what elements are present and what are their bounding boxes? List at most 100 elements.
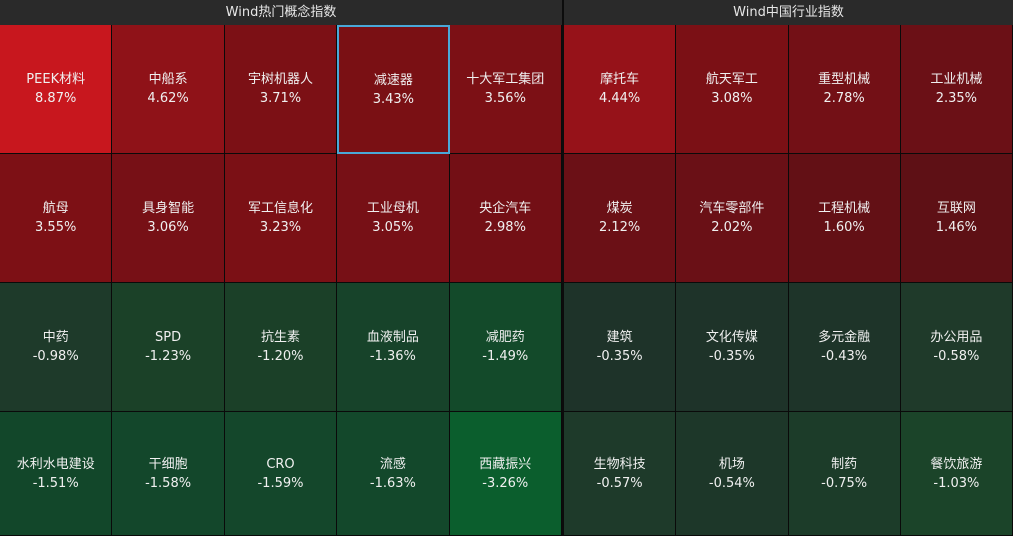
heatmap-tile[interactable]: 工业母机 3.05% bbox=[337, 154, 450, 283]
tile-change: 3.43% bbox=[372, 91, 415, 107]
heatmap-tile[interactable]: 血液制品 -1.36% bbox=[337, 283, 450, 412]
tile-name: 航天军工 bbox=[705, 72, 758, 87]
tile-change: 2.12% bbox=[598, 220, 641, 235]
tile-change: 3.05% bbox=[372, 220, 414, 235]
tile-name: 减速器 bbox=[373, 72, 413, 88]
tile-name: 流感 bbox=[379, 456, 406, 472]
tile-name: 血液制品 bbox=[366, 330, 419, 345]
heatmap-tile[interactable]: 宇树机器人 3.71% bbox=[224, 25, 338, 154]
heatmap-tile[interactable]: 机场 -0.54% bbox=[676, 412, 789, 536]
tile-name: SPD bbox=[155, 330, 182, 345]
tile-change: -0.35% bbox=[596, 349, 643, 364]
tile-name: 餐饮旅游 bbox=[930, 456, 983, 472]
heatmap-tile[interactable]: 央企汽车 2.98% bbox=[449, 154, 562, 283]
tile-change: 3.08% bbox=[711, 91, 753, 106]
tile-name: 汽车零部件 bbox=[699, 201, 765, 216]
heatmap-tile[interactable]: 文化传媒 -0.35% bbox=[676, 283, 789, 412]
tile-change: -0.35% bbox=[708, 349, 755, 364]
heatmap-tile[interactable]: 重型机械 2.78% bbox=[788, 25, 901, 154]
tile-change: -0.58% bbox=[933, 349, 980, 364]
heatmap-tile[interactable]: CRO -1.59% bbox=[224, 412, 338, 536]
tile-name: 摩托车 bbox=[600, 72, 640, 87]
tile-change: -0.98% bbox=[32, 349, 79, 364]
tile-change: -0.57% bbox=[596, 475, 643, 491]
heatmap-tile[interactable]: 多元金融 -0.43% bbox=[788, 283, 901, 412]
heatmap-tile[interactable]: 十大军工集团 3.56% bbox=[449, 25, 562, 154]
tile-change: 3.06% bbox=[147, 220, 189, 235]
tile-name: 航母 bbox=[42, 201, 69, 216]
tile-change: 2.35% bbox=[935, 91, 978, 106]
tile-name: 减肥药 bbox=[485, 330, 525, 345]
tile-name: 多元金融 bbox=[818, 330, 871, 345]
tile-change: 4.62% bbox=[147, 91, 189, 106]
tile-name: 机场 bbox=[718, 456, 745, 472]
heatmap-tile[interactable]: 中船系 4.62% bbox=[112, 25, 225, 154]
tile-name: 工业机械 bbox=[930, 72, 983, 87]
tile-change: -1.59% bbox=[257, 475, 304, 491]
heatmap-tile[interactable]: 汽车零部件 2.02% bbox=[676, 154, 789, 283]
heatmap-tile[interactable]: 水利水电建设 -1.51% bbox=[0, 412, 113, 536]
heatmap-tile[interactable]: 流感 -1.63% bbox=[337, 412, 450, 536]
heatmap-tile[interactable]: 西藏振兴 -3.26% bbox=[449, 412, 562, 536]
tile-name: 中船系 bbox=[148, 72, 188, 87]
tile-name: 军工信息化 bbox=[247, 201, 313, 216]
tile-change: -1.51% bbox=[32, 475, 79, 491]
tile-name: 宇树机器人 bbox=[247, 72, 313, 87]
heatmap-tile[interactable]: 干细胞 -1.58% bbox=[112, 412, 225, 536]
tile-name: 央企汽车 bbox=[479, 201, 532, 216]
heatmap-tile[interactable]: 工程机械 1.60% bbox=[788, 154, 901, 283]
tile-change: 3.56% bbox=[484, 91, 526, 106]
tile-change: -1.63% bbox=[369, 475, 416, 491]
heatmap-tile[interactable]: 航母 3.55% bbox=[0, 154, 113, 283]
heatmap-tile[interactable]: 互联网 1.46% bbox=[900, 154, 1013, 283]
tile-change: 2.78% bbox=[823, 91, 865, 106]
tile-name: PEEK材料 bbox=[26, 72, 86, 87]
heatmap-tile[interactable]: 减肥药 -1.49% bbox=[449, 283, 562, 412]
tile-name: CRO bbox=[266, 456, 295, 472]
tile-change: -1.23% bbox=[145, 349, 192, 364]
tile-name: 办公用品 bbox=[930, 330, 983, 345]
heatmap-tile[interactable]: PEEK材料 8.87% bbox=[0, 25, 113, 154]
heatmap-tile[interactable]: 摩托车 4.44% bbox=[564, 25, 677, 154]
tile-name: 抗生素 bbox=[260, 330, 300, 345]
tile-name: 中药 bbox=[42, 330, 69, 345]
tile-name: 工业母机 bbox=[366, 201, 419, 216]
heatmap-tile[interactable]: 办公用品 -0.58% bbox=[900, 283, 1013, 412]
heatmap-tile[interactable]: 航天军工 3.08% bbox=[676, 25, 789, 154]
tile-change: 2.98% bbox=[484, 220, 526, 235]
tile-change: -1.03% bbox=[933, 475, 980, 491]
tile-name: 水利水电建设 bbox=[16, 456, 95, 472]
tile-change: -0.43% bbox=[821, 349, 868, 364]
panel: Wind中国行业指数 摩托车 4.44% 航天军工 3.08% 重型机械 2.78% 工业机械… bbox=[564, 0, 1013, 536]
heatmap-tile[interactable]: 工业机械 2.35% bbox=[900, 25, 1013, 154]
heatmap-tile[interactable]: 抗生素 -1.20% bbox=[224, 283, 338, 412]
tile-name: 西藏振兴 bbox=[479, 456, 532, 472]
heatmap-tile[interactable]: 煤炭 2.12% bbox=[564, 154, 677, 283]
tile-change: 3.23% bbox=[259, 220, 302, 235]
tile-name: 具身智能 bbox=[142, 201, 195, 216]
tile-change: 3.55% bbox=[35, 220, 77, 235]
heatmap-tile[interactable]: 生物科技 -0.57% bbox=[564, 412, 677, 536]
panel: Wind热门概念指数 PEEK材料 8.87% 中船系 4.62% 宇树机器人 3.71% 减… bbox=[0, 0, 562, 536]
tile-change: -1.36% bbox=[369, 349, 416, 364]
tile-change: 8.87% bbox=[35, 91, 77, 106]
heatmap-tile[interactable]: 餐饮旅游 -1.03% bbox=[900, 412, 1013, 536]
tile-name: 工程机械 bbox=[818, 201, 871, 216]
heatmap-tile[interactable]: 军工信息化 3.23% bbox=[224, 154, 338, 283]
heatmap-tile[interactable]: 制药 -0.75% bbox=[788, 412, 901, 536]
tile-change: -3.26% bbox=[482, 475, 529, 491]
heatmap-tile[interactable]: SPD -1.23% bbox=[112, 283, 225, 412]
tile-name: 制药 bbox=[831, 456, 858, 472]
tile-change: 3.71% bbox=[259, 91, 302, 106]
tile-change: -1.58% bbox=[145, 475, 192, 491]
heatmap-tile[interactable]: 建筑 -0.35% bbox=[564, 283, 677, 412]
tile-change: -1.49% bbox=[482, 349, 529, 364]
tile-name: 文化传媒 bbox=[705, 330, 758, 345]
tile-name: 干细胞 bbox=[148, 456, 188, 472]
tile-change: 1.60% bbox=[823, 220, 865, 235]
tile-name: 煤炭 bbox=[606, 201, 633, 216]
heatmap-tile[interactable]: 减速器 3.43% bbox=[337, 25, 450, 154]
heatmap-tile[interactable]: 中药 -0.98% bbox=[0, 283, 113, 412]
heatmap-tile[interactable]: 具身智能 3.06% bbox=[112, 154, 225, 283]
